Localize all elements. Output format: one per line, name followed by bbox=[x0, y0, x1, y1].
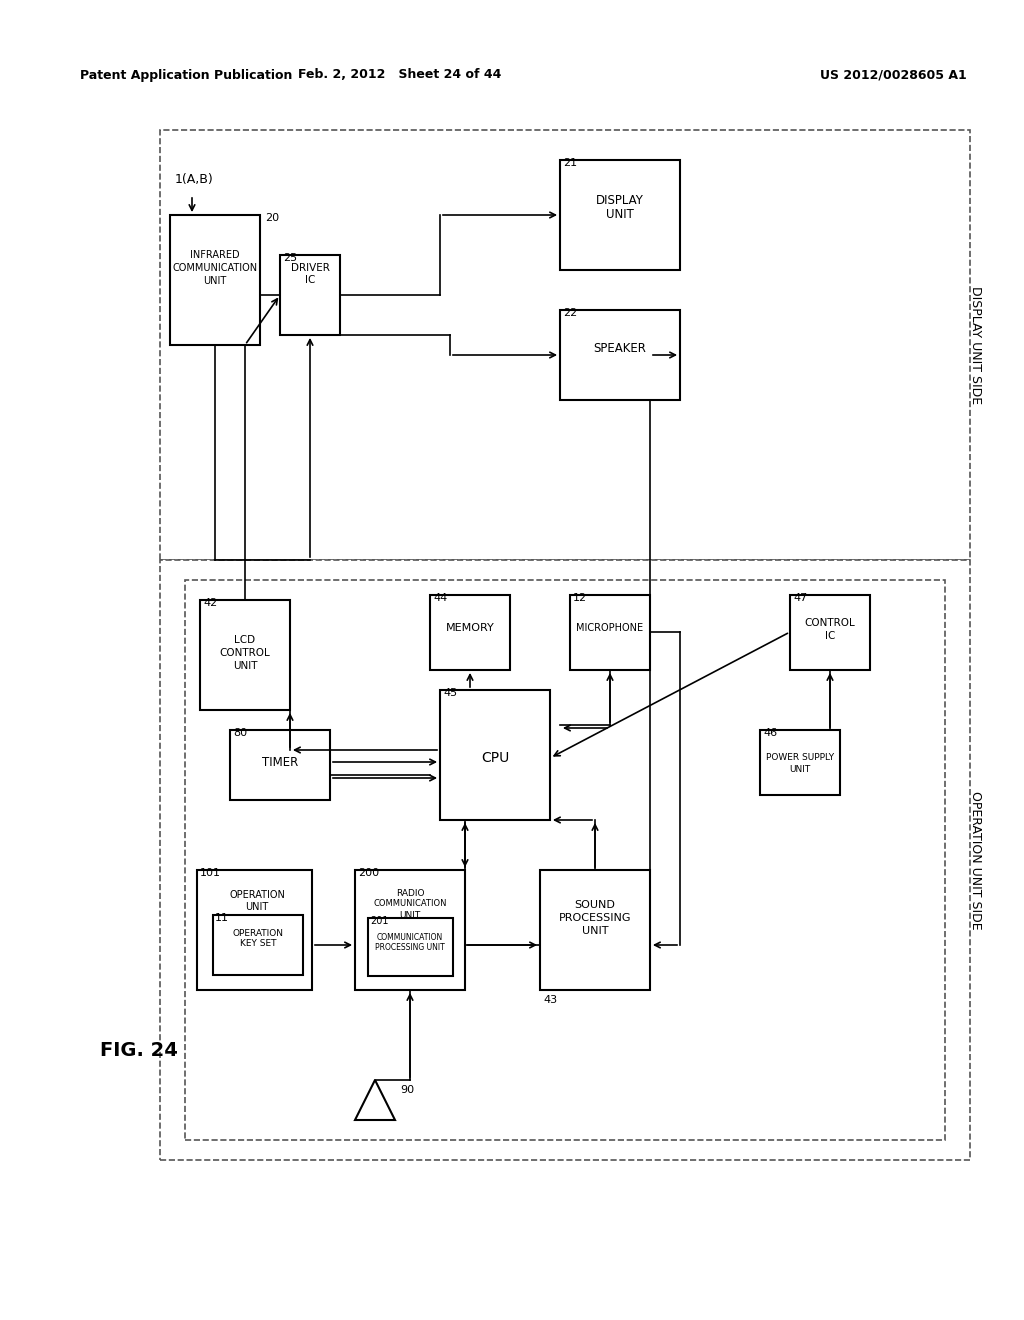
Bar bbox=[160, 560, 970, 1160]
Text: US 2012/0028605 A1: US 2012/0028605 A1 bbox=[820, 69, 967, 82]
Bar bbox=[197, 870, 312, 990]
Bar bbox=[280, 255, 340, 335]
Bar bbox=[170, 215, 260, 345]
Text: 22: 22 bbox=[563, 308, 578, 318]
Text: INFRARED: INFRARED bbox=[190, 249, 240, 260]
Text: COMMUNICATION: COMMUNICATION bbox=[172, 263, 258, 273]
Text: 45: 45 bbox=[443, 688, 457, 698]
Bar bbox=[185, 579, 945, 1140]
Text: 90: 90 bbox=[400, 1085, 414, 1096]
Bar bbox=[440, 690, 550, 820]
Text: PROCESSING UNIT: PROCESSING UNIT bbox=[375, 944, 444, 953]
Text: SOUND: SOUND bbox=[574, 900, 615, 909]
Bar bbox=[200, 601, 290, 710]
Bar bbox=[430, 595, 510, 671]
Text: UNIT: UNIT bbox=[582, 927, 608, 936]
Text: FIG. 24: FIG. 24 bbox=[100, 1040, 178, 1060]
Text: 80: 80 bbox=[233, 729, 247, 738]
Bar bbox=[790, 595, 870, 671]
Text: MICROPHONE: MICROPHONE bbox=[577, 623, 643, 634]
Bar bbox=[540, 870, 650, 990]
Bar bbox=[355, 870, 465, 990]
Text: 11: 11 bbox=[215, 913, 229, 923]
Bar bbox=[160, 129, 970, 560]
Text: 101: 101 bbox=[200, 869, 221, 878]
Text: PROCESSING: PROCESSING bbox=[559, 913, 631, 923]
Text: UNIT: UNIT bbox=[790, 766, 811, 775]
Text: LCD: LCD bbox=[234, 635, 256, 645]
Text: 46: 46 bbox=[763, 729, 777, 738]
Text: COMMUNICATION: COMMUNICATION bbox=[377, 932, 443, 941]
Text: DISPLAY UNIT SIDE: DISPLAY UNIT SIDE bbox=[969, 286, 981, 404]
Text: DRIVER: DRIVER bbox=[291, 263, 330, 273]
Text: 200: 200 bbox=[358, 869, 379, 878]
Bar bbox=[560, 160, 680, 271]
Text: SPEAKER: SPEAKER bbox=[594, 342, 646, 355]
Text: MEMORY: MEMORY bbox=[445, 623, 495, 634]
Text: Feb. 2, 2012   Sheet 24 of 44: Feb. 2, 2012 Sheet 24 of 44 bbox=[298, 69, 502, 82]
Text: OPERATION: OPERATION bbox=[229, 890, 285, 900]
Bar bbox=[760, 730, 840, 795]
Text: 21: 21 bbox=[563, 158, 578, 168]
Text: 43: 43 bbox=[543, 995, 557, 1005]
Text: UNIT: UNIT bbox=[246, 902, 268, 912]
Text: IC: IC bbox=[824, 631, 836, 642]
Text: OPERATION UNIT SIDE: OPERATION UNIT SIDE bbox=[969, 791, 981, 929]
Text: UNIT: UNIT bbox=[204, 276, 226, 286]
Text: Patent Application Publication: Patent Application Publication bbox=[80, 69, 293, 82]
Text: 12: 12 bbox=[573, 593, 587, 603]
Text: UNIT: UNIT bbox=[232, 661, 257, 671]
Text: 201: 201 bbox=[370, 916, 388, 927]
Text: KEY SET: KEY SET bbox=[240, 940, 276, 949]
Text: 44: 44 bbox=[433, 593, 447, 603]
Bar bbox=[368, 917, 453, 975]
Text: CONTROL: CONTROL bbox=[805, 618, 855, 628]
Bar bbox=[213, 915, 303, 975]
Text: 20: 20 bbox=[265, 213, 280, 223]
Text: 42: 42 bbox=[203, 598, 217, 609]
Text: IC: IC bbox=[305, 275, 315, 285]
Text: 25: 25 bbox=[283, 253, 297, 263]
Text: DISPLAY: DISPLAY bbox=[596, 194, 644, 206]
Text: COMMUNICATION: COMMUNICATION bbox=[374, 899, 446, 908]
Text: TIMER: TIMER bbox=[262, 755, 298, 768]
Bar bbox=[230, 730, 330, 800]
Bar bbox=[560, 310, 680, 400]
Text: RADIO: RADIO bbox=[395, 888, 424, 898]
Text: UNIT: UNIT bbox=[606, 209, 634, 222]
Text: CONTROL: CONTROL bbox=[219, 648, 270, 657]
Text: 1(A,B): 1(A,B) bbox=[175, 173, 214, 186]
Text: 47: 47 bbox=[793, 593, 807, 603]
Text: CPU: CPU bbox=[481, 751, 509, 766]
Text: POWER SUPPLY: POWER SUPPLY bbox=[766, 754, 835, 763]
Bar bbox=[570, 595, 650, 671]
Text: OPERATION: OPERATION bbox=[232, 928, 284, 937]
Text: UNIT: UNIT bbox=[399, 911, 421, 920]
